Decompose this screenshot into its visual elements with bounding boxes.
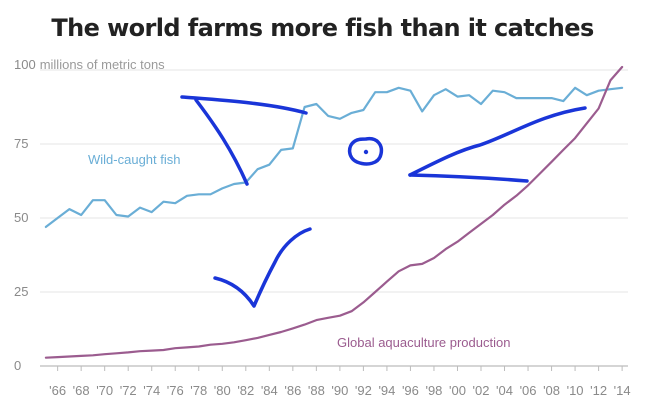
x-tick-label: '04 [496,383,513,398]
x-tick-label: '76 [167,383,184,398]
x-tick-label: '06 [520,383,537,398]
series-line-aquaculture [44,65,624,359]
y-axis-label: millions of metric tons [40,57,165,72]
label-wild-caught: Wild-caught fish [88,152,180,167]
x-tick-label: '10 [567,383,584,398]
doodle-fish-mouth-upper [408,106,587,177]
x-tick-label: '94 [378,383,395,398]
x-tick-label: '14 [614,383,631,398]
x-tick-label: '92 [355,383,372,398]
x-tick-label: '84 [261,383,278,398]
series-line-wild-caught [44,86,624,228]
doodle-fish-upper-fin [194,98,249,186]
doodle-fish-eye-ring [347,136,384,166]
x-tick-label: '98 [425,383,442,398]
x-axis: '66 '68 '70 '72 '74 '76 '78 '80 '82 '84 '86 '88 '90 '… [49,366,631,398]
y-tick-label: 0 [14,358,21,373]
x-tick-label: '88 [308,383,325,398]
x-tick-label: '12 [590,383,607,398]
x-tick-label: '66 [49,383,66,398]
x-tick-label: '80 [214,383,231,398]
y-tick-label: 75 [14,136,28,151]
x-tick-label: '86 [284,383,301,398]
series-lines [44,65,624,359]
x-tick-label: '82 [237,383,254,398]
x-tick-label: '72 [120,383,137,398]
x-tick-label: '90 [331,383,348,398]
y-tick-label: 25 [14,284,28,299]
hand-drawn-fish-doodle [180,95,587,308]
doodle-fish-mouth-lower [408,173,529,183]
label-aquaculture: Global aquaculture production [337,335,510,350]
y-tick-label: 50 [14,210,28,225]
x-tick-label: '70 [96,383,113,398]
doodle-fish-top-outline [180,95,308,115]
y-tick-label: 100 millions of metric tons [14,57,165,72]
y-axis: 0 25 50 75 100 millions of metric tons [14,57,165,373]
chart-title: The world farms more fish than it catche… [51,14,594,42]
x-tick-label: '74 [143,383,160,398]
x-tick-label: '02 [473,383,490,398]
x-tick-label: '08 [543,383,560,398]
doodle-fish-tail [213,227,312,308]
x-tick-label: '00 [449,383,466,398]
annotations: Wild-caught fish Global aquaculture produ… [88,152,510,350]
x-tick-label: '78 [190,383,207,398]
gridlines [40,69,628,367]
doodle-fish-eye-dot [363,149,369,155]
x-tick-label: '68 [73,383,90,398]
x-tick-label: '96 [402,383,419,398]
